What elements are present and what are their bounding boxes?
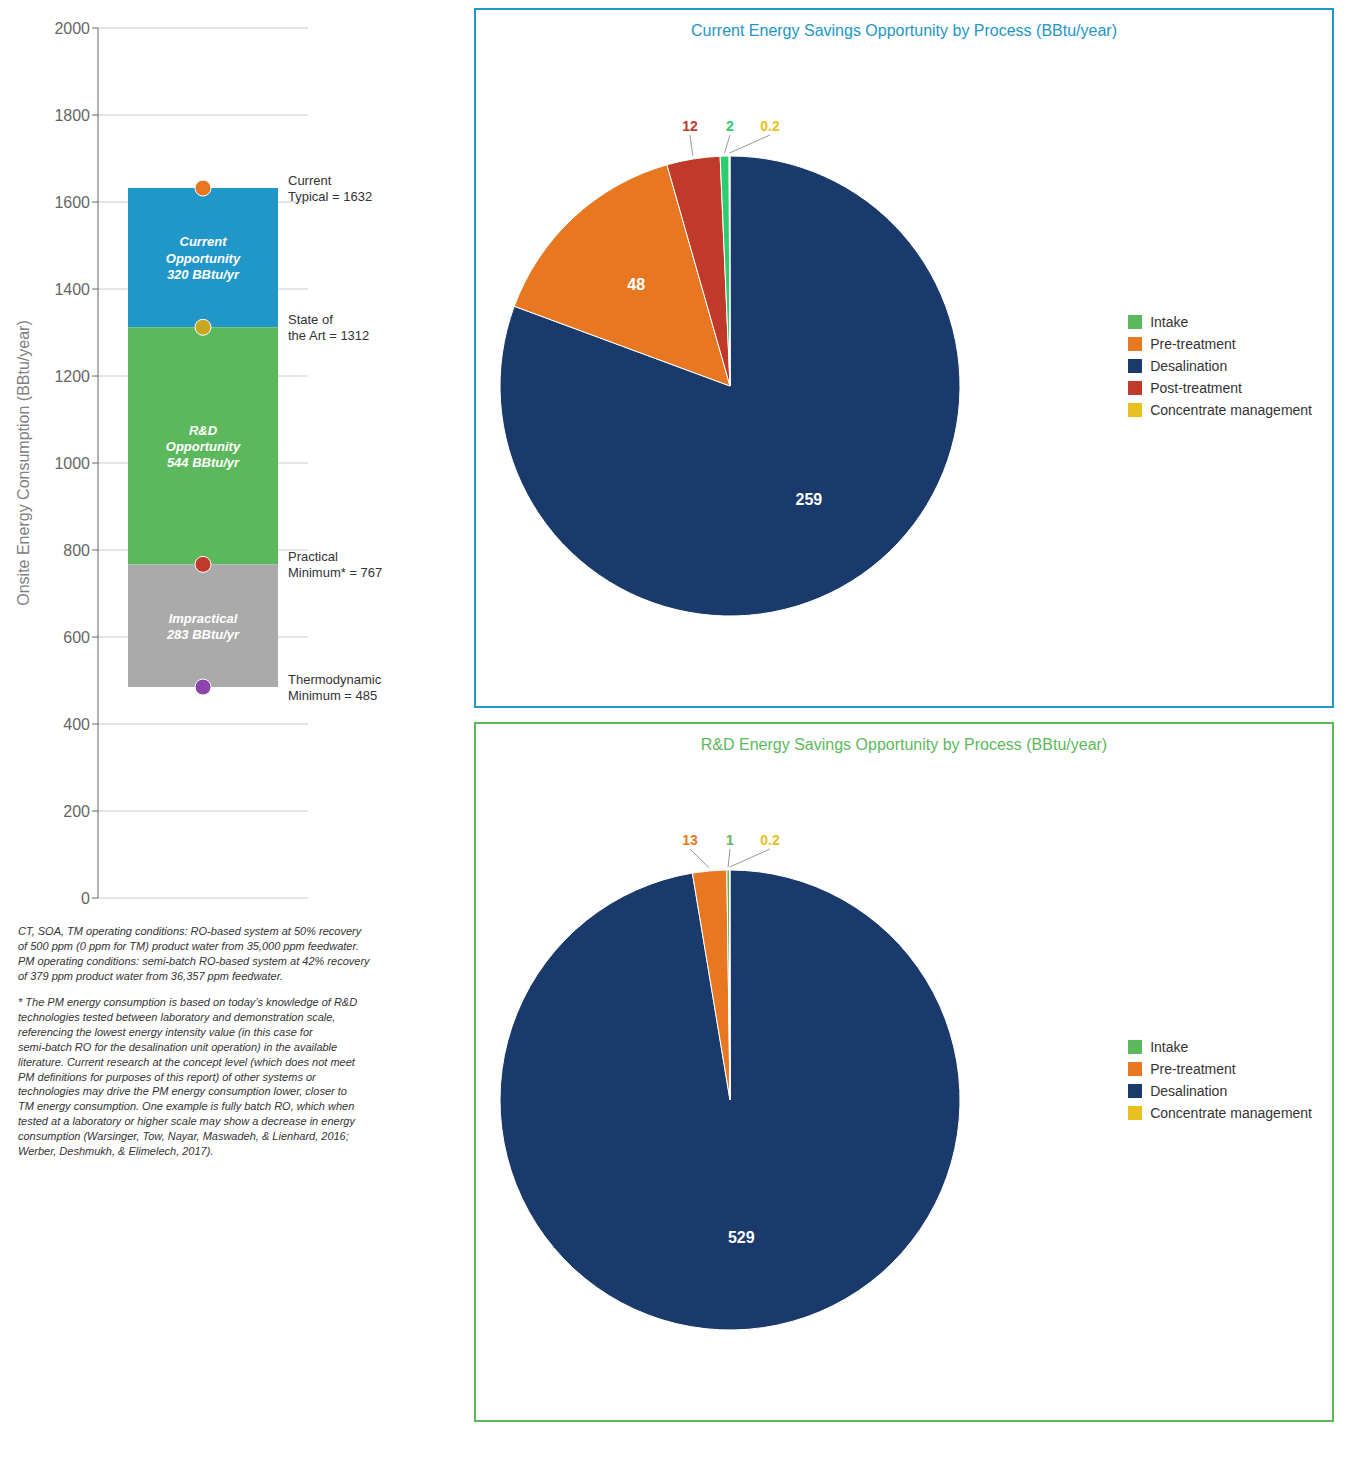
html-text:Intake: Intake: [1150, 314, 1189, 330]
html-text:Current Energy Savings Opportu: Current Energy Savings Opportunity by Pr…: [691, 22, 1117, 39]
svg-text:ThermodynamicMinimum = 485: ThermodynamicMinimum = 485: [288, 671, 382, 702]
svg-text:PracticalMinimum* = 767: PracticalMinimum* = 767: [288, 549, 382, 580]
html-text:CT, SOA, TM operating conditio: CT, SOA, TM operating conditions: RO-bas…: [18, 925, 370, 982]
svg-text:1200: 1200: [54, 368, 90, 385]
svg-text:800: 800: [63, 542, 90, 559]
svg-text:Onsite Energy Consumption (BBt: Onsite Energy Consumption (BBtu/year): [15, 320, 32, 605]
svg-text:CurrentTypical = 1632: CurrentTypical = 1632: [288, 172, 372, 203]
html-text:Post-treatment: Post-treatment: [1150, 380, 1242, 396]
html-text:Intake: Intake: [1150, 1039, 1189, 1055]
html-text:Pre-treatment: Pre-treatment: [1150, 336, 1236, 352]
svg-text:1800: 1800: [54, 107, 90, 124]
html-text:Concentrate management: Concentrate management: [1150, 402, 1312, 418]
svg-text:1: 1: [726, 832, 734, 848]
svg-text:0.2: 0.2: [760, 832, 780, 848]
svg-text:CurrentOpportunity320 BBtu/yr: CurrentOpportunity320 BBtu/yr: [166, 234, 241, 282]
svg-text:200: 200: [63, 803, 90, 820]
svg-text:259: 259: [796, 491, 823, 508]
svg-text:0: 0: [81, 890, 90, 907]
svg-text:State ofthe Art = 1312: State ofthe Art = 1312: [288, 312, 369, 343]
svg-text:1600: 1600: [54, 194, 90, 211]
html-text:* The PM energy consumption is: * The PM energy consumption is based on …: [18, 996, 358, 1157]
svg-text:2000: 2000: [54, 20, 90, 37]
html-text:Pre-treatment: Pre-treatment: [1150, 1061, 1236, 1077]
svg-text:R&DOpportunity544 BBtu/yr: R&DOpportunity544 BBtu/yr: [166, 422, 241, 470]
html-text:R&D Energy Savings Opportunity: R&D Energy Savings Opportunity by Proces…: [700, 736, 1108, 753]
svg-text:529: 529: [728, 1229, 755, 1246]
html-text:Desalination: Desalination: [1150, 1083, 1228, 1099]
svg-text:600: 600: [63, 629, 90, 646]
svg-text:12: 12: [682, 118, 698, 134]
svg-text:2: 2: [726, 118, 734, 134]
html-text:Concentrate management: Concentrate management: [1150, 1105, 1312, 1121]
svg-text:0.2: 0.2: [760, 118, 780, 134]
html-text:Desalination: Desalination: [1150, 358, 1228, 374]
svg-text:Impractical283 BBtu/yr: Impractical283 BBtu/yr: [166, 610, 240, 641]
svg-text:1400: 1400: [54, 281, 90, 298]
svg-text:1000: 1000: [54, 455, 90, 472]
svg-text:400: 400: [63, 716, 90, 733]
svg-text:48: 48: [627, 276, 645, 293]
svg-text:13: 13: [682, 832, 698, 848]
